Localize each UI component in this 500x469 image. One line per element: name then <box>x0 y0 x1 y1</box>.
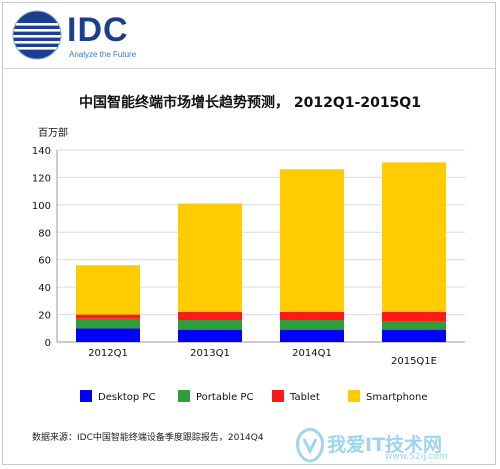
watermark-logo <box>296 427 324 463</box>
x-tick-label: 2013Q1 <box>190 348 230 359</box>
bar-segment-smartphone <box>178 203 242 312</box>
image-frame <box>2 2 496 465</box>
bar-segment-smartphone <box>382 162 446 312</box>
x-tick-label: 2015Q1E <box>391 356 437 367</box>
bar-segment-portable-pc <box>280 320 344 330</box>
bar-segment-desktop-pc <box>76 328 140 342</box>
y-tick-label: 0 <box>45 338 51 349</box>
y-tick-label: 20 <box>38 311 51 322</box>
bar-segment-tablet <box>382 311 446 322</box>
header-divider <box>3 68 495 69</box>
idc-logo-text: IDC <box>67 11 129 49</box>
y-tick-label: 80 <box>38 228 51 239</box>
legend-label: Desktop PC <box>98 392 155 403</box>
bar-segment-portable-pc <box>76 318 140 329</box>
source-note: 数据来源：IDC中国智能终端设备季度跟踪报告，2014Q4 <box>32 433 264 443</box>
legend-swatch <box>272 390 284 402</box>
watermark-url: www.52ij.com <box>385 452 448 462</box>
y-tick-label: 40 <box>38 283 51 294</box>
stacked-bar-chart: 百万部 0 20 40 60 80 100 120 140 2012Q1 2013Q1 2014Q1 2… <box>32 126 465 403</box>
y-tick-label: 120 <box>32 173 51 184</box>
bar-segment-desktop-pc <box>280 329 344 342</box>
x-tick-label: 2014Q1 <box>292 348 332 359</box>
bar-segment-tablet <box>178 311 242 321</box>
bar-segment-portable-pc <box>382 321 446 330</box>
bar-segment-desktop-pc <box>178 329 242 342</box>
x-tick-label: 2012Q1 <box>88 348 128 359</box>
bar-segment-desktop-pc <box>382 329 446 342</box>
idc-header: IDC Analyze the Future <box>3 3 495 67</box>
legend-label: Tablet <box>289 392 320 403</box>
bar-segment-portable-pc <box>178 320 242 330</box>
bar-segment-tablet <box>280 311 344 321</box>
y-tick-label: 60 <box>38 256 51 267</box>
legend-label: Smartphone <box>366 392 428 403</box>
legend-swatch <box>178 390 190 402</box>
idc-tagline: Analyze the Future <box>69 50 137 59</box>
chart-title: 中国智能终端市场增长趋势预测， 2012Q1-2015Q1 <box>79 95 421 111</box>
y-tick-label: 140 <box>32 146 51 157</box>
legend-label: Portable PC <box>196 392 253 403</box>
bar-segment-tablet <box>76 314 140 319</box>
y-axis-label: 百万部 <box>38 126 68 139</box>
bar-segment-smartphone <box>76 265 140 315</box>
legend-swatch <box>348 390 360 402</box>
watermark-text: 我爱IT技术网 <box>327 434 443 456</box>
bar-segment-smartphone <box>280 169 344 312</box>
y-tick-label: 100 <box>32 201 51 212</box>
idc-globe-logo <box>12 10 62 60</box>
legend-swatch <box>80 390 92 402</box>
